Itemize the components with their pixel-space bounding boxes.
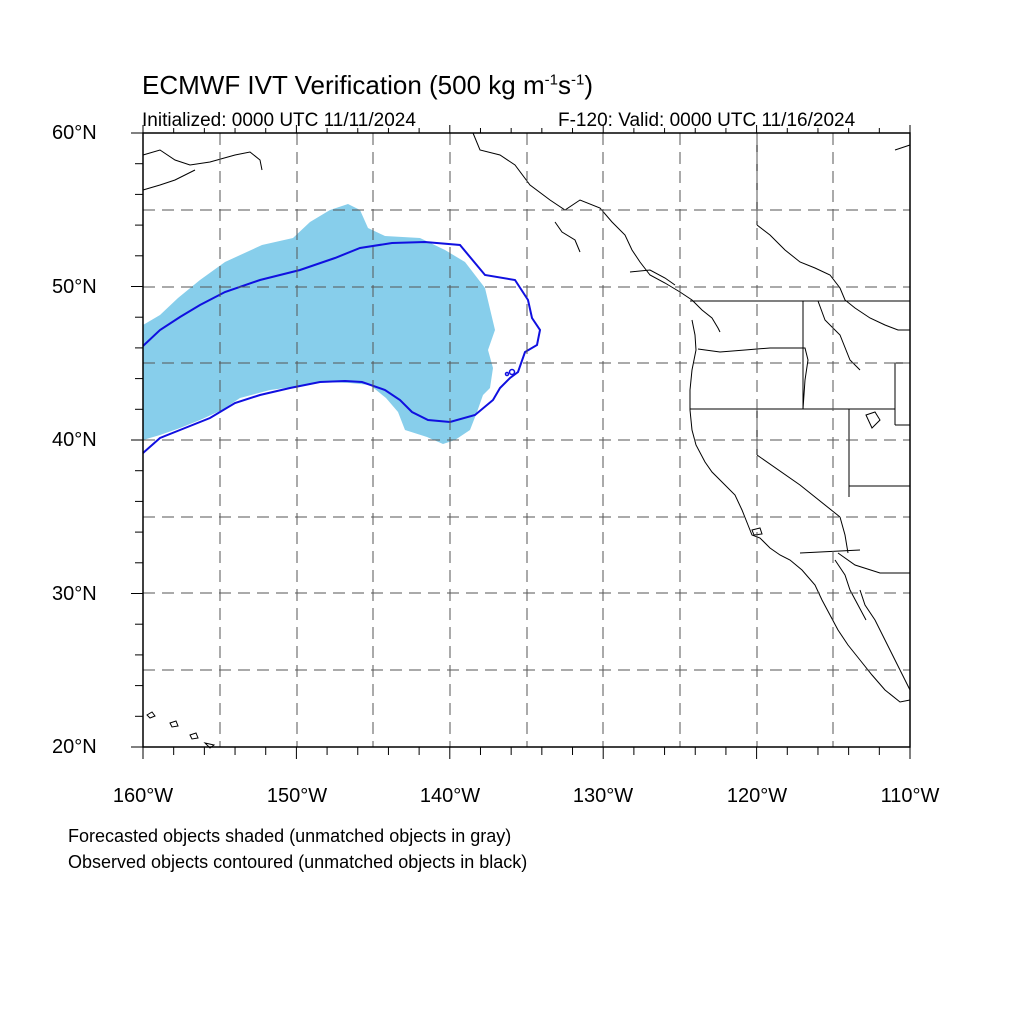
lat-label-30n: 30°N [52, 583, 97, 605]
lon-label-140w: 140°W [419, 785, 481, 807]
lat-label-20n: 20°N [52, 736, 97, 758]
observed-note: Observed objects contoured (unmatched ob… [68, 852, 528, 872]
axis-ticks [131, 125, 911, 759]
islands [146, 411, 881, 749]
init-time-label: Initialized: 0000 UTC 11/11/2024 [142, 110, 416, 131]
forecast-object-shade [143, 204, 495, 444]
observed-object-contour [142, 240, 542, 454]
lat-lon-grid [143, 133, 910, 747]
lon-label-110w: 110°W [880, 785, 940, 807]
observed-object-fragment [508, 368, 516, 376]
forecast-note: Forecasted objects shaded (unmatched obj… [68, 826, 512, 846]
lat-label-50n: 50°N [52, 276, 97, 298]
observed-object-fragment [504, 371, 510, 377]
lon-label-130w: 130°W [572, 785, 634, 807]
lat-label-40n: 40°N [52, 429, 97, 451]
lon-label-120w: 120°W [726, 785, 788, 807]
coastlines [142, 132, 911, 703]
lon-label-160w: 160°W [112, 785, 174, 807]
political-boundaries [690, 133, 910, 574]
lat-label-60n: 60°N [52, 122, 97, 144]
lon-label-150w: 150°W [266, 785, 328, 807]
chart-title: ECMWF IVT Verification (500 kg m-1s-1) [142, 70, 593, 100]
valid-time-label: F-120: Valid: 0000 UTC 11/16/2024 [558, 110, 856, 131]
